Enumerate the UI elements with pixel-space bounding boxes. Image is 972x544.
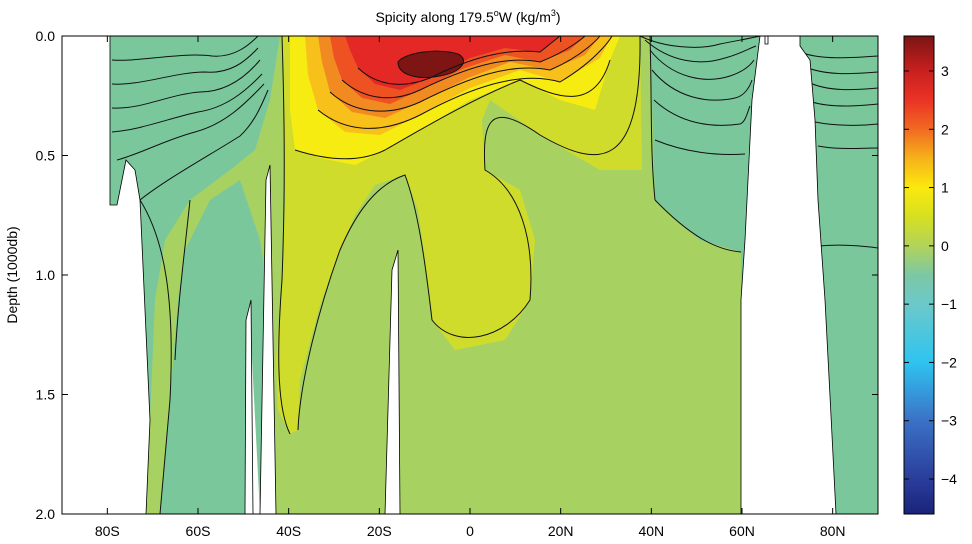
colorbar-tick-label: −2 (941, 354, 957, 370)
contour-lines (111, 36, 878, 514)
spicity-maximum-core (398, 51, 464, 78)
x-tick-label: 80S (95, 523, 120, 539)
colorbar-tick-label: 1 (941, 180, 949, 196)
antarctic-mask (62, 36, 151, 514)
colorbar-ticks: 3 2 1 0 −1 −2 −3 −4 (904, 63, 957, 487)
y-axis-ticks: 0.0 0.5 1.0 1.5 2.0 (36, 28, 878, 522)
ridge-mask-1 (244, 299, 254, 514)
x-axis-ticks: 80S 60S 40S 20S 0 20N 40N 60N 80N (95, 36, 846, 539)
y-tick-label: 1.0 (36, 267, 56, 283)
colorbar-tick-label: −4 (941, 471, 957, 487)
y-tick-label: 1.5 (36, 387, 56, 403)
colorbar: 3 2 1 0 −1 −2 −3 −4 (903, 35, 957, 515)
colorbar-tick-label: 0 (941, 238, 949, 254)
y-axis-label: Depth (1000db) (4, 226, 20, 323)
ridge-mask-2 (259, 164, 277, 514)
land-masks (62, 36, 837, 514)
colorbar-tick-label: −1 (941, 296, 957, 312)
chart-title: Spicity along 179.5oW (kg/m3) (375, 8, 560, 25)
colorbar-tick-label: 2 (941, 121, 949, 137)
y-tick-label: 2.0 (36, 506, 56, 522)
x-tick-label: 60S (186, 523, 211, 539)
x-tick-label: 40S (276, 523, 301, 539)
arctic-mask (740, 36, 837, 514)
right-edge-mask (764, 36, 769, 45)
colorbar-tick-label: 3 (941, 63, 949, 79)
y-tick-label: 0.0 (36, 28, 56, 44)
plot-area (62, 36, 878, 514)
x-tick-label: 0 (466, 523, 474, 539)
x-tick-label: 20N (548, 523, 574, 539)
colorbar-gradient (903, 35, 935, 515)
colorbar-tick-label: −3 (941, 413, 957, 429)
ridge-mask-3 (384, 249, 401, 514)
x-tick-label: 60N (729, 523, 755, 539)
x-tick-label: 40N (638, 523, 664, 539)
x-tick-label: 80N (820, 523, 846, 539)
x-tick-label: 20S (367, 523, 392, 539)
ocean-section-right (800, 36, 878, 514)
y-tick-label: 0.5 (36, 148, 56, 164)
region-dark-red (398, 51, 464, 78)
